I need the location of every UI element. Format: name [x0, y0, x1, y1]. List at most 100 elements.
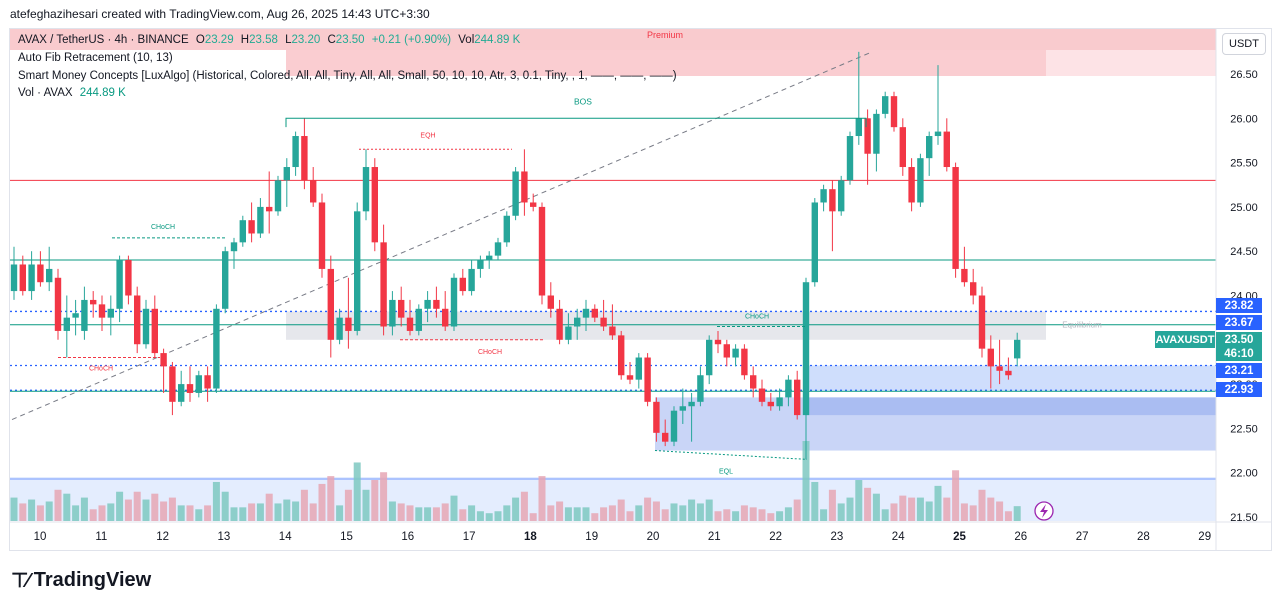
tradingview-logo[interactable]: ⊤⁄ TradingView: [11, 568, 151, 593]
high-value: 23.58: [249, 34, 278, 46]
candle-body: [266, 206, 273, 212]
candle-body: [442, 308, 449, 327]
candle-body: [63, 317, 70, 331]
x-tick-label: 13: [218, 531, 231, 543]
premium-zone: [10, 29, 1216, 50]
volume-bar: [371, 480, 379, 521]
volume-bar: [608, 505, 616, 521]
candle-body: [433, 299, 440, 309]
order-block-inner-zone: [806, 397, 1216, 416]
candle-body: [301, 136, 308, 181]
volume-bar: [353, 462, 361, 521]
candle-body: [178, 384, 185, 402]
volume-bar: [450, 495, 458, 521]
price-tag-last: 23.50: [1216, 332, 1262, 347]
candle-body: [450, 277, 458, 327]
candle-body: [1005, 370, 1012, 376]
fib-indicator-legend[interactable]: Auto Fib Retracement (10, 13): [18, 52, 173, 64]
candle-body: [248, 220, 255, 234]
volume-bar: [969, 505, 977, 521]
volume-bar: [547, 505, 555, 521]
candle-body: [230, 242, 238, 252]
volume-bar: [723, 509, 731, 521]
volume-bar: [626, 511, 634, 521]
volume-bar: [705, 499, 713, 521]
volume-indicator-legend[interactable]: Vol · AVAX 244.89 K: [18, 87, 126, 99]
x-tick-label: 14: [279, 531, 292, 543]
volume-bar: [485, 513, 493, 521]
x-tick-label: 29: [1198, 531, 1211, 543]
volume-bar: [45, 501, 53, 521]
tradingview-logo-icon: ⊤⁄: [11, 570, 30, 592]
premium-zone-body: [286, 50, 1046, 76]
smc-indicator-legend[interactable]: Smart Money Concepts [LuxAlgo] (Historic…: [18, 70, 677, 82]
candle-body: [908, 167, 915, 203]
price-chart[interactable]: Premium Equilibrium BOS EQH EQL CHoCH CHoCH CHo…: [10, 29, 1271, 550]
candle-body: [926, 136, 933, 159]
price-tag-2367: 23.67: [1216, 315, 1262, 330]
volume-bar: [221, 491, 229, 521]
x-tick-label: 18: [524, 531, 537, 543]
candle-body: [345, 317, 352, 331]
volume-bar: [459, 509, 467, 521]
candle-body: [195, 375, 202, 393]
x-tick-label: 19: [585, 531, 598, 543]
candle-body: [635, 357, 642, 380]
candle-body: [899, 127, 906, 168]
volume-bar: [512, 497, 520, 521]
volume-bar: [239, 507, 247, 521]
volume-label: Vol: [458, 34, 475, 46]
candle-body: [943, 131, 950, 168]
volume-bar: [696, 503, 704, 521]
volume-bar: [978, 489, 986, 521]
candle-body: [415, 308, 422, 331]
premium-label: Premium: [647, 30, 683, 40]
volume-bar: [767, 513, 775, 521]
x-tick-label: 27: [1076, 531, 1089, 543]
candle-body: [917, 158, 924, 203]
candle-body: [670, 410, 678, 442]
currency-button[interactable]: USDT: [1222, 33, 1266, 55]
candle-body: [978, 295, 986, 349]
volume-indicator-value: 244.89 K: [79, 87, 126, 99]
volume-bar: [494, 511, 502, 521]
axes-layer: 26.5026.0025.5025.0024.5024.0023.5023.00…: [10, 29, 1271, 550]
volume-bar: [960, 503, 968, 521]
alert-icon: [1034, 501, 1054, 521]
x-tick-label: 15: [340, 531, 353, 543]
candle-body: [512, 171, 519, 216]
volume-bar: [564, 507, 572, 521]
candle-body: [186, 384, 194, 393]
volume-bar: [846, 497, 854, 521]
volume-bar: [793, 499, 801, 521]
x-tick-label: 23: [831, 531, 844, 543]
candle-body: [855, 118, 862, 137]
volume-bar: [1013, 506, 1021, 521]
candle-body: [864, 118, 871, 154]
candle-body: [398, 299, 405, 318]
y-tick-label: 22.50: [1230, 423, 1258, 435]
candle-body: [354, 211, 361, 331]
choch-label-2: CHoCH: [478, 349, 502, 356]
candle-body: [882, 96, 889, 114]
volume-bar: [916, 497, 924, 521]
candle-body: [310, 180, 317, 203]
candle-body: [283, 167, 290, 181]
volume-bar: [820, 509, 828, 521]
volume-bar: [644, 497, 652, 521]
candle-body: [600, 317, 607, 327]
volume-value: 244.89 K: [474, 34, 521, 46]
volume-bar: [837, 503, 845, 521]
volume-bar: [151, 493, 159, 521]
volume-bar: [80, 497, 88, 521]
y-tick-label: 21.50: [1230, 512, 1258, 524]
candle-body: [222, 251, 229, 309]
volume-bar: [230, 507, 238, 521]
candle-body: [204, 375, 211, 389]
symbol-legend[interactable]: AVAX / TetherUS · 4h · BINANCE O23.29 H2…: [18, 34, 520, 46]
candle-body: [107, 308, 114, 318]
candle-body: [327, 268, 334, 340]
candle-body: [697, 375, 704, 402]
candle-body: [653, 401, 660, 433]
choch-label-3: CHoCH: [745, 314, 769, 321]
